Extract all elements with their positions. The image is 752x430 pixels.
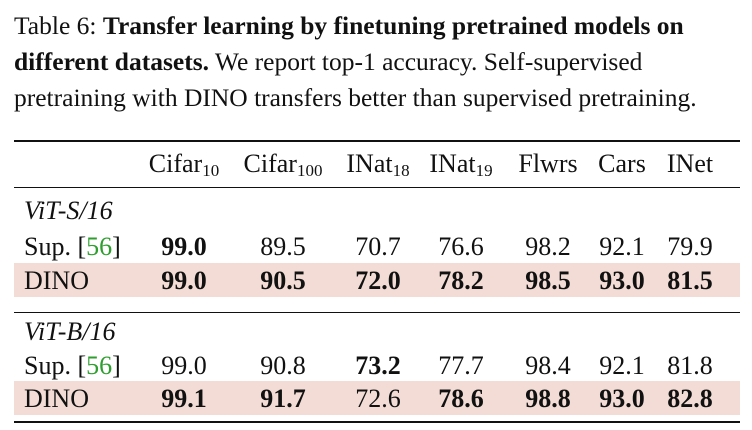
caption-text: We report top-1 accuracy. Self-supervise… (14, 47, 697, 112)
table-cell: 98.8 (525, 384, 571, 413)
table-cell: 98.5 (525, 266, 571, 295)
table-top-rule (14, 140, 740, 142)
method-label: Sup. [56] (24, 347, 121, 385)
table-cell: 92.1 (599, 351, 645, 380)
table-cell: 91.7 (260, 384, 306, 413)
column-header-subscript: 19 (475, 161, 493, 180)
column-header: INat18 (323, 145, 433, 183)
table-cell: 82.8 (667, 384, 713, 413)
table-cell: 89.5 (260, 232, 306, 261)
caption-label: Table 6: (14, 11, 97, 40)
table-cell: 81.8 (667, 351, 713, 380)
method-label: DINO (24, 262, 89, 300)
column-header-subscript: 100 (296, 161, 323, 180)
column-header: Flwrs (493, 145, 603, 183)
table-cell: 70.7 (355, 232, 401, 261)
column-header-name: Cifar (243, 149, 297, 178)
column-header-name: Cars (598, 149, 646, 178)
column-header-subscript: 18 (392, 161, 410, 180)
table-cell: 72.0 (355, 266, 401, 295)
table-cell: 98.2 (525, 232, 571, 261)
table-cell: 79.9 (667, 232, 713, 261)
column-header-name: Flwrs (518, 149, 578, 178)
table-bottom-rule (14, 421, 740, 423)
group-label: ViT-S/16 (24, 196, 113, 225)
table-cell: 78.2 (438, 266, 484, 295)
method-name: DINO (24, 384, 89, 413)
table-cell: 90.8 (260, 351, 306, 380)
column-header-name: INat (429, 149, 476, 178)
column-header-name: Cifar (148, 149, 203, 178)
highlight-row-background (14, 263, 740, 297)
method-label: DINO (24, 380, 89, 418)
column-header-name: INet (666, 149, 714, 178)
method-label: Sup. [56] (24, 228, 121, 266)
table-cell: 73.2 (355, 351, 401, 380)
caption-title: Transfer learning by finetuning pretrain… (14, 11, 684, 76)
table-caption: Table 6: Transfer learning by finetuning… (14, 8, 740, 116)
column-header: Cifar10 (129, 145, 239, 183)
column-header-name: INat (346, 149, 393, 178)
table-cell: 99.0 (161, 232, 207, 261)
column-header: Cifar100 (228, 145, 338, 183)
table-cell: 99.1 (161, 384, 207, 413)
table-cell: 81.5 (667, 266, 713, 295)
citation-link[interactable]: [56] (70, 232, 121, 261)
citation-link[interactable]: [56] (70, 351, 121, 380)
group-separator-rule (14, 312, 740, 313)
table-cell: 76.6 (438, 232, 484, 261)
method-name: Sup. (24, 351, 71, 380)
method-name: Sup. (24, 232, 71, 261)
table-cell: 72.6 (355, 384, 401, 413)
header-rule (14, 187, 740, 188)
table-cell: 99.0 (161, 351, 207, 380)
column-header: INet (635, 145, 745, 183)
table-cell: 93.0 (599, 384, 645, 413)
table-cell: 90.5 (260, 266, 306, 295)
table-cell: 78.6 (438, 384, 484, 413)
column-header-subscript: 10 (202, 161, 220, 180)
table-cell: 93.0 (599, 266, 645, 295)
table-cell: 99.0 (161, 266, 207, 295)
column-header: INat19 (406, 145, 516, 183)
method-name: DINO (24, 266, 89, 295)
column-header: Cars (567, 145, 677, 183)
table-cell: 77.7 (438, 351, 484, 380)
table-cell: 98.4 (525, 351, 571, 380)
group-label: ViT-B/16 (24, 317, 116, 346)
table-cell: 92.1 (599, 232, 645, 261)
highlight-row-background (14, 381, 740, 415)
